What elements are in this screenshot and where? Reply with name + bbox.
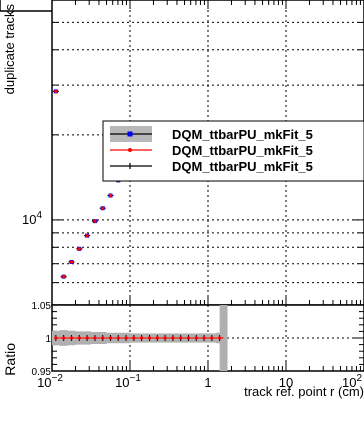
data-point-red (108, 193, 113, 198)
data-point-red (85, 234, 89, 238)
tick-labels: 10−2 10−1 1 10 102 104 0.95 1 1.05 (22, 210, 362, 390)
ratio-y-tick-label: 1 (45, 334, 51, 345)
ratio-line (54, 335, 224, 341)
ratio-band-last-bin (219, 305, 228, 371)
legend: DQM_ttbarPU_mkFit_5 DQM_ttbarPU_mkFit_5 … (102, 120, 364, 182)
y-axis-label-ratio: Ratio (2, 343, 18, 376)
data-point-red (77, 247, 81, 251)
y-tick-label: 104 (22, 210, 42, 227)
ratio-y-tick-label: 0.95 (32, 367, 52, 378)
ratio-ticks (51, 304, 364, 372)
ratio-y-tick-label: 1.05 (32, 301, 52, 312)
legend-entry-1-label: DQM_ttbarPU_mkFit_5 (172, 127, 313, 142)
x-axis-label: track ref. point r (cm) (244, 384, 364, 399)
legend-entry-3-label: DQM_ttbarPU_mkFit_5 (172, 159, 313, 174)
data-point-red (69, 260, 74, 264)
legend-entry-1-marker (127, 131, 133, 137)
y-axis-label-main: duplicate tracks (2, 4, 17, 95)
x-tick-label: 1 (204, 375, 211, 390)
data-point-red (62, 275, 66, 279)
x-tick-label: 10−1 (115, 373, 141, 390)
legend-entry-2-marker (128, 148, 132, 152)
x-tick-label: 10−2 (37, 373, 63, 390)
main-grid (52, 0, 364, 305)
x-tick-label: 102 (342, 373, 362, 390)
x-tick-label: 10 (279, 375, 293, 390)
data-point-red (93, 219, 97, 223)
legend-entry-2-label: DQM_ttbarPU_mkFit_5 (172, 143, 313, 158)
data-point-red (54, 89, 58, 93)
data-point-red (101, 206, 105, 210)
